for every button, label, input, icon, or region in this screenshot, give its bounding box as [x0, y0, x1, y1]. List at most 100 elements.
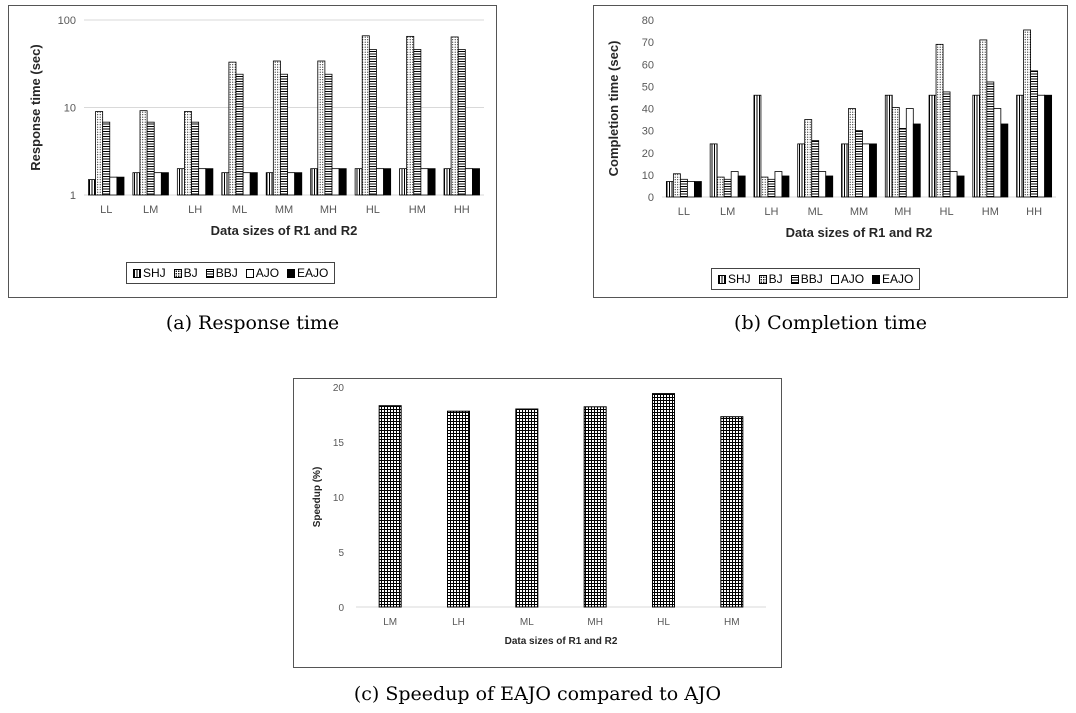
- x-axis-title: Data sizes of R1 and R2: [211, 223, 358, 238]
- bar-speedup: [583, 406, 607, 608]
- bar-eajo: [338, 168, 347, 196]
- swatch-bj: [758, 274, 767, 284]
- chart-speedup: 0 5 10 15 20 LM LH ML MH HL HM Data sizes of R1 and…: [312, 383, 766, 647]
- x-tick-label: LM: [383, 617, 397, 628]
- bar-bbj: [1030, 70, 1039, 198]
- bar-bbj: [942, 91, 951, 198]
- bar-eajo: [427, 168, 436, 196]
- x-tick-label: HM: [409, 204, 426, 216]
- y-tick-label: 40: [642, 104, 654, 116]
- legend-label: SHJ: [143, 266, 166, 280]
- chart-completion-time: 0 10 20 30 40 50 60 70 80 LL LM LH ML MM MH HL HM HH Data …: [606, 15, 1056, 240]
- bar-bbj: [146, 121, 155, 196]
- bar-ajo: [109, 176, 118, 196]
- x-tick-label: LL: [100, 204, 112, 216]
- bar-bbj: [855, 130, 863, 198]
- x-tick-label: MH: [587, 617, 603, 628]
- bar-bj: [361, 35, 370, 196]
- bar-bj: [1023, 29, 1032, 198]
- x-tick-label: LL: [678, 206, 690, 218]
- legend-label: BBJ: [800, 272, 823, 286]
- bar-ajo: [153, 172, 162, 196]
- x-tick-label: HL: [940, 206, 954, 218]
- bar-eajo: [737, 175, 746, 198]
- x-tick-label: HL: [657, 617, 670, 628]
- y-tick-label: 5: [338, 548, 344, 559]
- bar-bbj: [413, 49, 422, 196]
- chart-response-time: 1 10 100 LL LM LH ML MM MH HL HM HH Data sizes of R1…: [28, 15, 484, 238]
- swatch-eajo: [872, 274, 881, 284]
- bar-ajo: [287, 172, 296, 196]
- swatch-ajo: [830, 274, 839, 284]
- swatch-shj: [133, 268, 141, 278]
- bar-eajo: [160, 172, 169, 196]
- bar-speedup: [447, 410, 470, 608]
- legend-label: BJ: [183, 266, 198, 280]
- y-tick-label: 30: [642, 126, 654, 138]
- bar-bbj: [898, 128, 907, 198]
- bar-bj: [804, 119, 813, 198]
- swatch-bbj: [205, 268, 214, 278]
- x-tick-label: ML: [808, 206, 823, 218]
- y-tick-label: 60: [642, 59, 654, 71]
- bar-bj: [979, 39, 988, 198]
- legend-item-eajo: EAJO: [287, 266, 328, 280]
- bar-eajo: [205, 168, 214, 196]
- bar-bbj: [723, 178, 732, 198]
- y-axis-title: Response time (sec): [28, 44, 43, 170]
- bar-ajo: [376, 168, 384, 196]
- x-tick-label: ML: [232, 204, 247, 216]
- y-tick-label: 10: [333, 493, 345, 504]
- legend-item-bj: BJ: [173, 266, 198, 280]
- bar-eajo: [1000, 123, 1009, 198]
- bar-eajo: [472, 168, 480, 196]
- bar-shj: [399, 168, 408, 196]
- bar-bbj: [767, 178, 776, 198]
- bar-bj: [184, 111, 192, 196]
- x-tick-label: LH: [764, 206, 778, 218]
- bar-shj: [354, 168, 363, 196]
- bar-bj: [228, 61, 237, 196]
- x-tick-label: MM: [275, 204, 293, 216]
- x-tick-label: HM: [724, 617, 740, 628]
- x-tick-label: LH: [452, 617, 465, 628]
- bar-bj: [406, 35, 415, 196]
- x-tick-label: LM: [143, 204, 158, 216]
- bar-shj: [753, 94, 762, 198]
- bar-ajo: [905, 108, 914, 198]
- bar-ajo: [1037, 94, 1046, 198]
- bar-speedup: [652, 393, 675, 608]
- legend-item-ajo: AJO: [245, 266, 280, 280]
- legend-item-bbj: BBJ: [205, 266, 238, 280]
- y-tick-label: 0: [338, 603, 344, 614]
- bar-ajo: [730, 171, 739, 198]
- x-axis-title: Data sizes of R1 and R2: [505, 636, 618, 647]
- y-axis-title: Speedup (%): [312, 467, 323, 528]
- legend-item-bj: BJ: [758, 272, 783, 286]
- legend-item-ajo: AJO: [830, 272, 864, 286]
- bar-ajo: [818, 171, 827, 198]
- bar-bj: [95, 111, 104, 196]
- swatch-eajo: [287, 268, 296, 278]
- bar-bbj: [324, 73, 333, 196]
- x-tick-label: MH: [894, 206, 911, 218]
- bar-shj: [884, 94, 893, 198]
- bar-eajo: [383, 168, 392, 196]
- bar-speedup: [515, 408, 539, 608]
- bar-bbj: [102, 121, 111, 196]
- legend-label: BJ: [768, 272, 783, 286]
- x-tick-label: MH: [320, 204, 337, 216]
- y-tick-label: 10: [64, 103, 76, 115]
- swatch-bbj: [790, 274, 799, 284]
- bar-eajo: [869, 143, 877, 198]
- bar-ajo: [420, 168, 429, 196]
- bar-bj: [760, 176, 769, 198]
- legend-label: AJO: [255, 266, 280, 280]
- bar-bj: [272, 60, 281, 196]
- x-tick-label: LH: [188, 204, 202, 216]
- y-axis-title: Completion time (sec): [606, 41, 621, 177]
- swatch-shj: [718, 274, 726, 284]
- bar-eajo: [825, 175, 834, 198]
- bar-shj: [221, 172, 230, 196]
- y-tick-label: 70: [642, 37, 654, 49]
